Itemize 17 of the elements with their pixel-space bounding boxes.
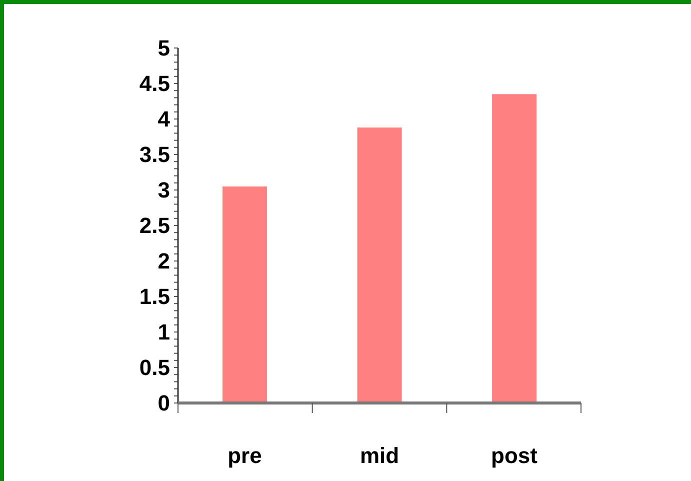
y-tick-label: 0.5	[139, 355, 170, 380]
y-tick-label: 4	[158, 106, 171, 132]
y-tick-label: 1.5	[139, 284, 170, 310]
y-tick-label: 3	[158, 178, 170, 203]
y-tick-label: 0	[158, 390, 170, 416]
x-tick-label: mid	[360, 443, 400, 468]
bar	[222, 186, 267, 403]
y-tick-label: 4.5	[139, 71, 170, 96]
y-tick-label: 2	[158, 248, 170, 274]
y-tick-label: 3.5	[139, 142, 170, 168]
bar	[357, 128, 402, 403]
y-tick-label: 2.5	[139, 213, 170, 238]
y-tick-label: 1	[158, 320, 170, 345]
bar	[492, 94, 537, 403]
x-tick-label: post	[491, 443, 538, 468]
x-tick-label: pre	[228, 443, 262, 468]
y-tick-label: 5	[158, 36, 170, 61]
